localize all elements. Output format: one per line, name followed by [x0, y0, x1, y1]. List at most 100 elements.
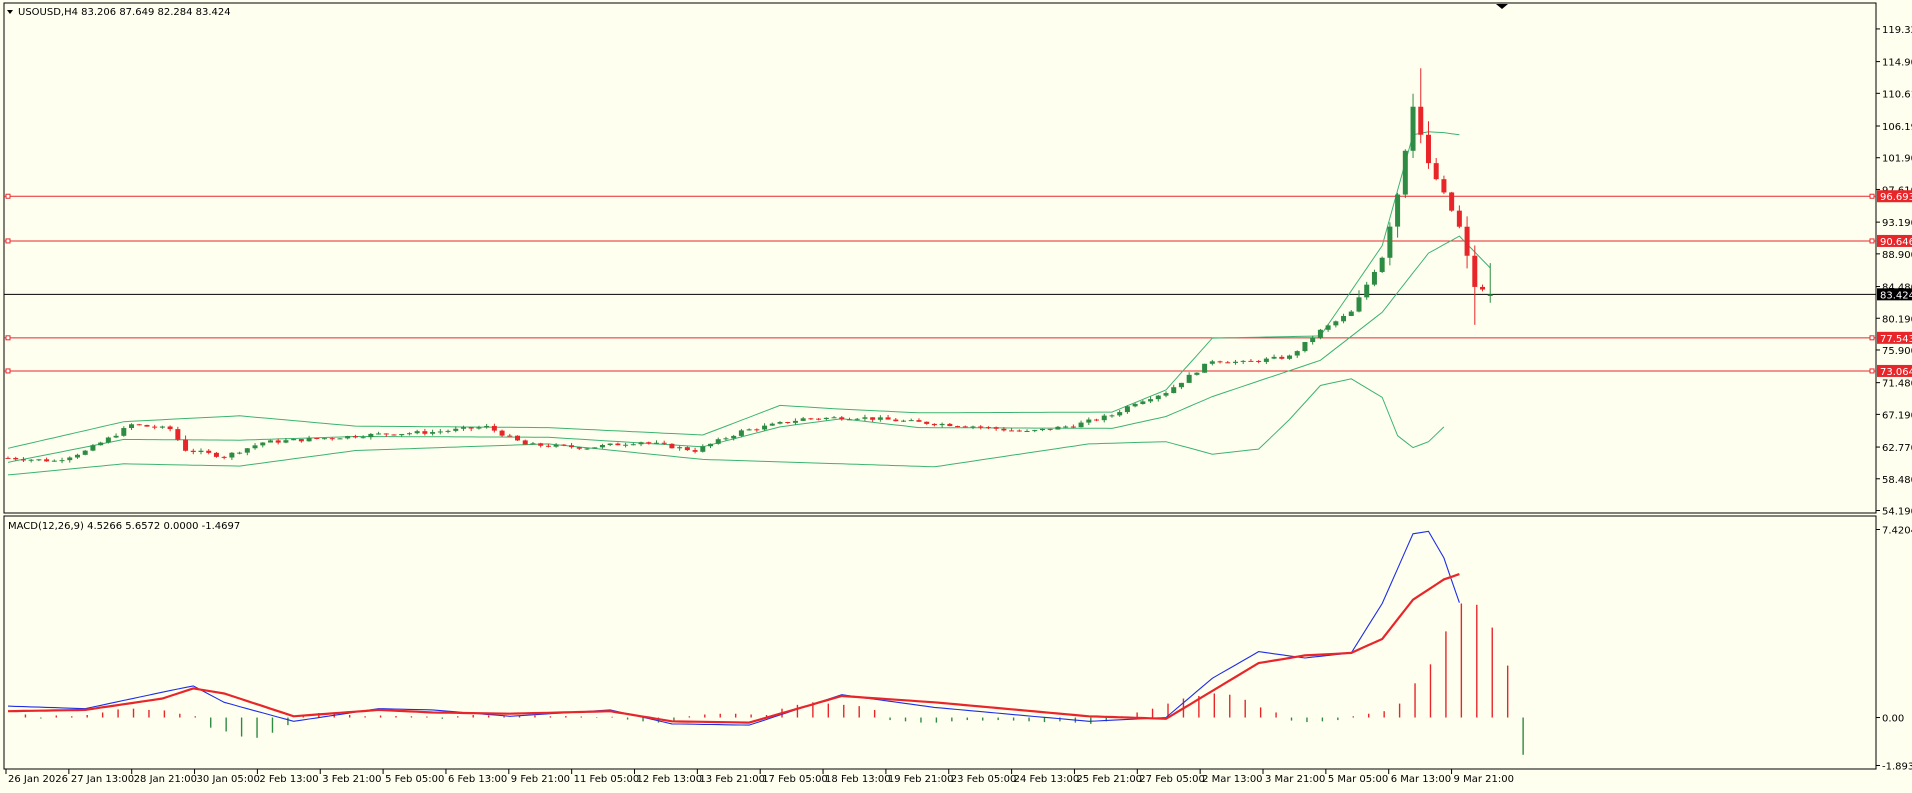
level-price-label: 90.646 [1880, 237, 1912, 248]
time-tick-label: 30 Jan 05:00 [197, 774, 260, 785]
candle-body [1039, 428, 1045, 431]
candle-body [345, 436, 351, 439]
candle-body [198, 450, 204, 452]
candle-body [1178, 382, 1184, 388]
candle-body [846, 419, 852, 421]
time-tick-label: 24 Feb 13:00 [1014, 774, 1080, 785]
price-panel-frame [3, 2, 1877, 514]
candle-body [839, 417, 845, 420]
candle-body [437, 431, 443, 433]
candle-body [376, 433, 382, 435]
candle-body [283, 440, 289, 443]
candle-body [1387, 226, 1393, 258]
candle-body [484, 425, 490, 428]
candle-body [684, 447, 690, 451]
candle-body [213, 452, 219, 457]
price-tick-label: 62.770 [1882, 443, 1912, 454]
price-tick-label: 75.900 [1882, 346, 1912, 357]
time-axis: 26 Jan 2026 27 Jan 13:00 28 Jan 21:00 30 Ja… [5, 769, 1514, 785]
candle-body [576, 447, 582, 449]
candle-body [1449, 192, 1455, 211]
candle-body [399, 434, 405, 436]
candle-body [1094, 419, 1100, 421]
time-tick-label: 13 Feb 21:00 [699, 774, 765, 785]
horizontal-levels [4, 193, 1876, 374]
level-handle[interactable] [5, 368, 11, 374]
price-tick-label: 88.900 [1882, 250, 1912, 261]
candle-body [136, 424, 142, 426]
level-handle[interactable] [1869, 368, 1875, 374]
candle-body [1302, 342, 1308, 352]
level-handle[interactable] [5, 335, 11, 341]
candle-body [28, 459, 34, 461]
candle-body [252, 445, 258, 449]
candle-body [430, 432, 436, 434]
candle-body [1325, 325, 1331, 330]
candle-body [607, 443, 613, 445]
candle-body [206, 450, 212, 453]
price-tick-label: 58.480 [1882, 475, 1912, 486]
candle-body [59, 460, 65, 462]
candle-body [955, 426, 961, 428]
candle-body [82, 450, 88, 455]
candle-body [1464, 226, 1470, 256]
price-tick-label: 54.190 [1882, 507, 1912, 518]
candle-body [406, 433, 412, 435]
level-handle[interactable] [1869, 335, 1875, 341]
candle-body [414, 431, 420, 434]
candle-body [144, 424, 150, 427]
macd-panel-frame [3, 515, 1877, 770]
candle-body [67, 457, 73, 461]
candle-body [159, 426, 165, 428]
candle-body [1287, 355, 1293, 359]
scroll-marker-icon[interactable] [1496, 4, 1508, 9]
candle-body [468, 427, 474, 429]
level-handle[interactable] [5, 193, 11, 199]
macd-signal-line [7, 573, 1460, 724]
dropdown-triangle-icon[interactable] [7, 10, 13, 14]
candle-body [1456, 210, 1462, 227]
price-tick-label: 80.190 [1882, 314, 1912, 325]
candle-body [545, 445, 551, 447]
price-tick-label: 101.90 [1882, 154, 1912, 165]
level-price-label: 73.064 [1880, 367, 1912, 378]
candle-body [113, 435, 119, 438]
candle-body [677, 447, 683, 449]
candle-body [98, 442, 104, 446]
candle-body [244, 448, 250, 453]
candle-body [1132, 403, 1138, 407]
candle-body [360, 437, 366, 439]
candle-body [1186, 374, 1192, 383]
candle-body [1232, 361, 1238, 363]
bollinger-upper-line [7, 131, 1460, 449]
candle-body [661, 442, 667, 444]
candle-body [221, 456, 227, 458]
level-price-tags: 96.693 90.646 83.424 77.543 73.064 [1877, 190, 1912, 378]
candle-body [44, 459, 50, 462]
candle-body [854, 418, 860, 420]
candle-body [723, 438, 729, 440]
candle-body [530, 443, 536, 445]
level-price-label: 96.693 [1880, 192, 1912, 203]
candle-body [669, 443, 675, 449]
level-handle[interactable] [1869, 193, 1875, 199]
candle-body [800, 418, 806, 421]
level-handle[interactable] [1869, 238, 1875, 244]
candle-body [1348, 311, 1354, 316]
candle-body [939, 423, 945, 426]
candle-body [175, 429, 181, 440]
candle-body [337, 438, 343, 440]
candle-body [561, 444, 567, 446]
candle-body [453, 428, 459, 431]
candle-body [870, 417, 876, 420]
candle-body [962, 426, 968, 428]
candle-body [507, 435, 513, 437]
time-tick-label: 6 Mar 13:00 [1391, 774, 1451, 785]
candle-body [190, 450, 196, 452]
candle-body [522, 440, 528, 445]
candle-body [329, 438, 335, 440]
candle-body [653, 442, 659, 444]
level-price-tag [1877, 234, 1912, 247]
level-handle[interactable] [5, 238, 11, 244]
